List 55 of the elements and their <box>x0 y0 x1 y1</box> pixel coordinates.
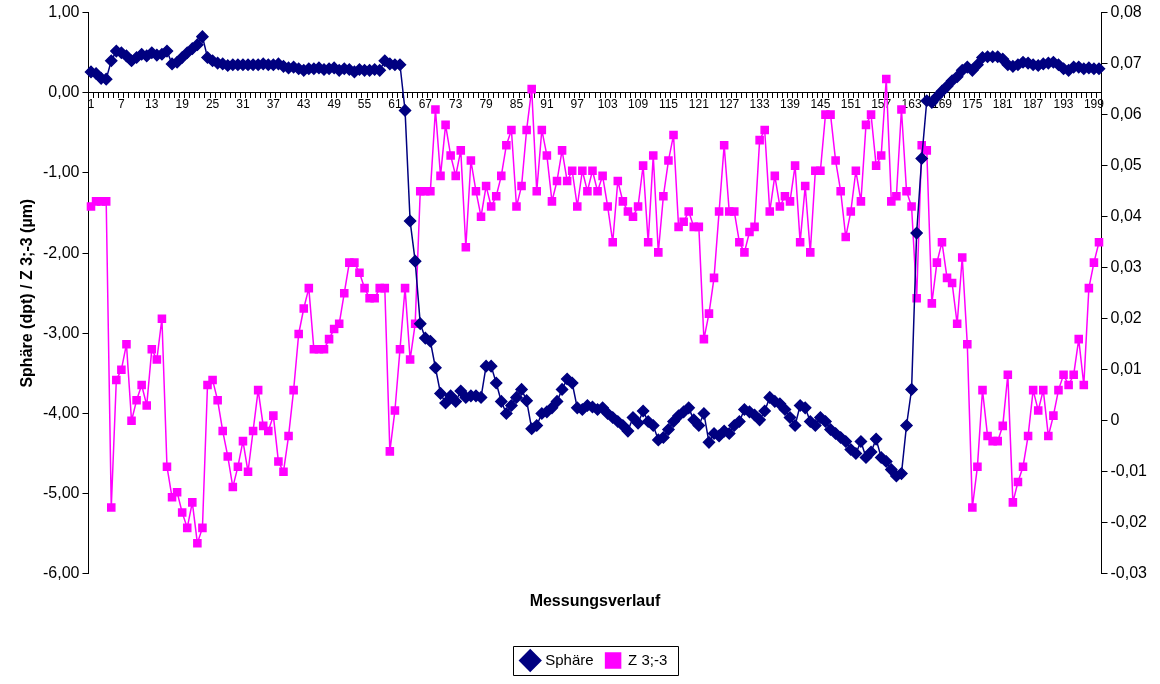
legend-label: Z 3;-3 <box>628 650 668 668</box>
x-tick-label: 37 <box>266 97 281 112</box>
x-tick-label: 7 <box>118 97 126 112</box>
y-tick-label: -4,00 <box>43 403 80 421</box>
y-tick-label: 0,00 <box>48 83 80 101</box>
y2-tick-label: 0,08 <box>1110 3 1142 21</box>
x-tick-label: 145 <box>810 97 831 112</box>
x-tick-label: 67 <box>418 97 433 112</box>
y2-tick-label: -0,02 <box>1110 513 1148 531</box>
y-axis-title: Sphäre (dpt) / Z 3;-3 (µm) <box>18 198 36 388</box>
x-tick-label: 43 <box>297 97 311 112</box>
x-tick-label: 187 <box>1023 97 1044 112</box>
y-tick-label: 1,00 <box>48 3 80 21</box>
x-tick-label: 1 <box>87 97 95 112</box>
y2-tick-label: 0,01 <box>1110 360 1142 378</box>
y2-tick-label: -0,01 <box>1110 462 1148 480</box>
x-tick-label: 193 <box>1053 97 1074 112</box>
y2-tick-label: -0,03 <box>1110 564 1148 582</box>
y-tick-label: -6,00 <box>43 564 80 582</box>
x-tick-label: 49 <box>327 97 342 112</box>
x-tick-label: 175 <box>962 97 983 112</box>
y2-tick-label: 0,02 <box>1110 309 1142 327</box>
x-tick-label: 13 <box>145 97 159 112</box>
x-tick-label: 79 <box>479 97 494 112</box>
x-tick-label: 97 <box>570 97 585 112</box>
y2-tick-label: 0 <box>1110 411 1120 429</box>
y2-tick-label: 0,07 <box>1110 54 1142 72</box>
x-tick-label: 121 <box>688 97 710 112</box>
legend-label: Sphäre <box>545 650 594 668</box>
y2-tick-label: 0,06 <box>1110 105 1142 123</box>
x-tick-label: 109 <box>628 97 649 112</box>
x-tick-label: 103 <box>597 97 618 112</box>
y2-tick-label: 0,03 <box>1110 258 1142 276</box>
x-tick-label: 163 <box>901 97 922 112</box>
y-tick-label: -3,00 <box>43 323 80 341</box>
x-tick-label: 55 <box>357 97 372 112</box>
x-tick-label: 19 <box>175 97 190 112</box>
x-tick-label: 31 <box>236 97 250 112</box>
x-tick-label: 115 <box>658 97 679 112</box>
x-tick-label: 139 <box>780 97 801 112</box>
y-tick-label: -2,00 <box>43 243 80 261</box>
y-tick-label: -5,00 <box>43 484 80 502</box>
x-tick-label: 127 <box>719 97 740 112</box>
x-tick-label: 151 <box>840 97 862 112</box>
y2-tick-label: 0,05 <box>1110 156 1142 174</box>
x-tick-label: 181 <box>992 97 1014 112</box>
x-tick-label: 85 <box>509 97 524 112</box>
x-tick-label: 133 <box>749 97 770 112</box>
x-tick-label: 73 <box>449 97 463 112</box>
x-axis-title: Messungsverlauf <box>529 591 662 609</box>
y-tick-label: -1,00 <box>43 163 80 181</box>
x-tick-label: 91 <box>540 97 554 112</box>
x-tick-label: 25 <box>205 97 220 112</box>
y2-tick-label: 0,04 <box>1110 207 1142 225</box>
x-tick-label: 61 <box>388 97 402 112</box>
